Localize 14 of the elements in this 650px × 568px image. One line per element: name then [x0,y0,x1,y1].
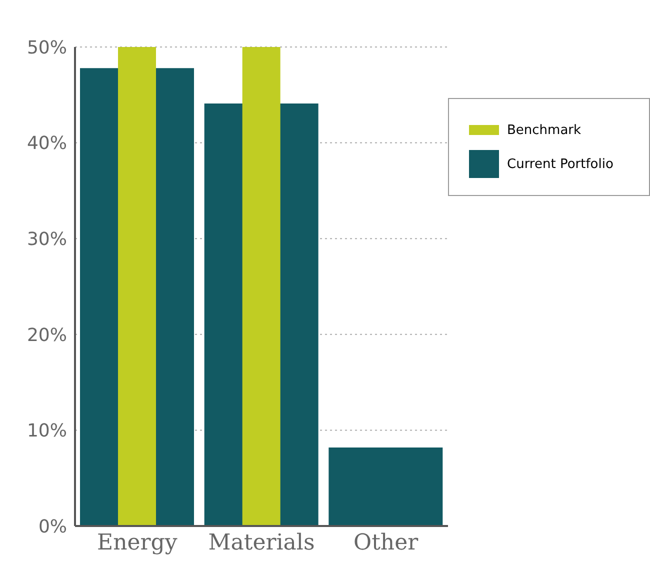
bar [118,47,156,526]
y-tick-label: 0% [38,516,67,538]
legend-label: Current Portfolio [507,156,614,172]
y-tick-label: 50% [26,37,67,58]
bar [328,447,443,526]
y-tick-label: 40% [26,133,67,154]
x-tick-label: Materials [208,530,315,556]
x-tick-label: Other [354,530,419,556]
y-tick-label: 10% [26,420,67,442]
legend-label: Benchmark [507,122,582,138]
y-tick-label: 30% [26,228,67,250]
x-tick-label: Energy [97,530,178,556]
y-tick-label: 20% [26,324,67,346]
bar [242,47,280,526]
